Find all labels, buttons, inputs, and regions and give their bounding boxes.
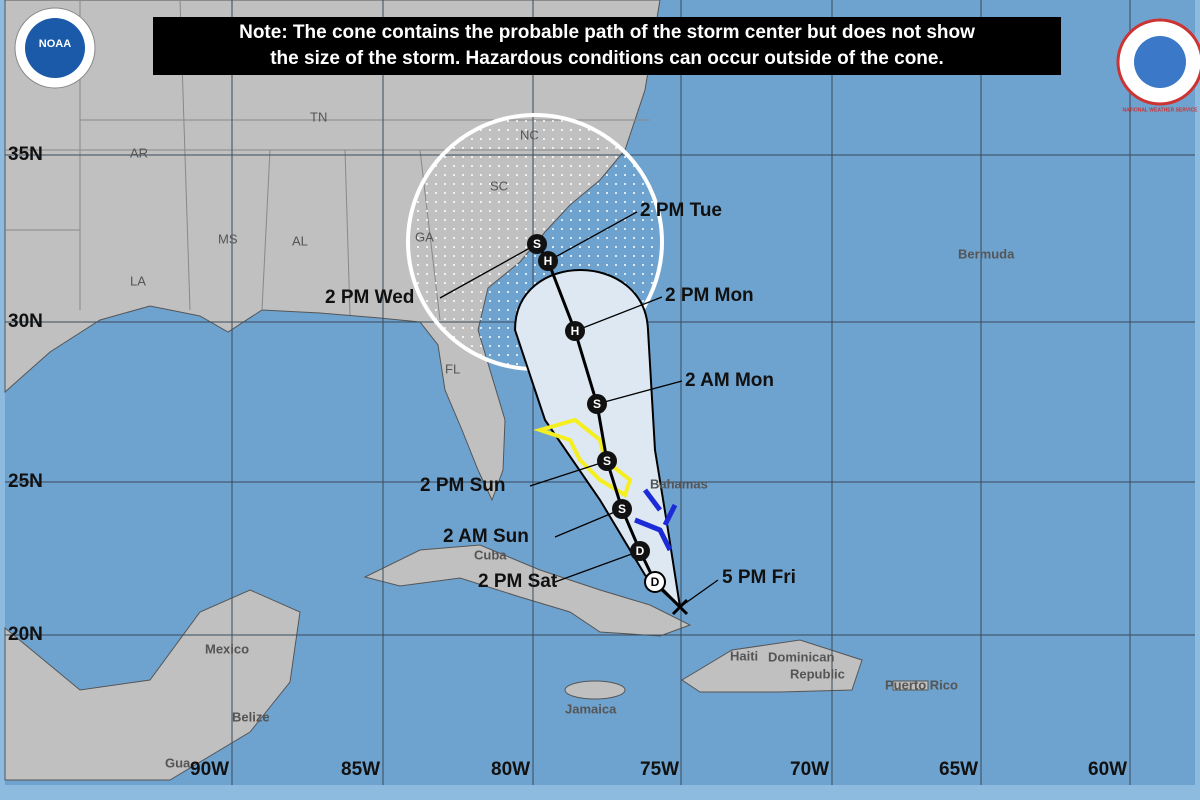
logo-text: NOAA [39, 38, 71, 50]
state-label: AL [292, 233, 308, 248]
place-label: Jamaica [565, 701, 617, 716]
state-label: SC [490, 178, 508, 193]
lat-label: 30N [8, 311, 43, 332]
state-label: AR [130, 145, 148, 160]
current-position [671, 598, 689, 616]
leader-lines [439, 211, 719, 608]
state-label: LA [130, 273, 146, 288]
state-label: GA [415, 229, 434, 244]
point-symbol: S [593, 397, 601, 411]
time-label: 2 PM Mon [665, 285, 754, 306]
note-box: Note: The cone contains the probable pat… [153, 17, 1061, 75]
place-label: Bahamas [650, 476, 708, 491]
lon-label: 75W [640, 759, 679, 780]
time-label: 2 PM Tue [640, 200, 722, 221]
lon-label: 90W [190, 759, 229, 780]
nws-logo: NATIONAL WEATHER SERVICE [1116, 18, 1200, 113]
state-label: NC [520, 127, 539, 142]
lon-label: 80W [491, 759, 530, 780]
state-label: FL [445, 361, 460, 376]
time-label: 2 PM Sun [420, 475, 506, 496]
point-symbol: D [651, 575, 660, 589]
lat-label: 25N [8, 471, 43, 492]
lon-label: 85W [341, 759, 380, 780]
point-symbol: S [533, 237, 541, 251]
geo-labels: AR TN NC SC MS AL GA LA FL Bermuda Baham… [130, 109, 1015, 770]
place-label: Dominican [768, 649, 835, 664]
place-label: Bermuda [958, 246, 1015, 261]
point-symbol: S [618, 502, 626, 516]
place-label: Puerto Rico [885, 677, 958, 692]
lat-label: 35N [8, 144, 43, 165]
noaa-logo: NOAA [14, 7, 96, 89]
place-label: Cuba [474, 547, 507, 562]
lat-label: 20N [8, 624, 43, 645]
note-line: the size of the storm. Hazardous conditi… [270, 48, 944, 69]
point-symbol: H [544, 254, 553, 268]
state-label: TN [310, 109, 327, 124]
axis-labels: 35N 30N 25N 20N 90W 85W 80W 75W 70W 65W … [8, 144, 1127, 780]
lon-label: 60W [1088, 759, 1127, 780]
lon-label: 65W [939, 759, 978, 780]
place-label: Belize [232, 709, 270, 724]
time-label: 2 AM Mon [685, 370, 774, 391]
time-label: 2 PM Wed [325, 287, 414, 308]
place-label: Mexico [205, 641, 249, 656]
time-label: 2 PM Sat [478, 571, 558, 592]
point-symbol: S [603, 454, 611, 468]
lon-label: 70W [790, 759, 829, 780]
time-label: 5 PM Fri [722, 567, 796, 588]
forecast-points: D D S S S H H S [527, 234, 689, 616]
place-label: Haiti [730, 648, 758, 663]
time-labels: 5 PM Fri 2 PM Sat 2 AM Sun 2 PM Sun 2 AM… [325, 200, 796, 592]
note-line: Note: The cone contains the probable pat… [239, 22, 975, 43]
warning [634, 488, 678, 552]
place-label: Republic [790, 666, 845, 681]
time-label: 2 AM Sun [443, 526, 529, 547]
state-label: MS [218, 231, 238, 246]
point-symbol: H [571, 324, 580, 338]
watch [533, 417, 633, 498]
place-label: Gua [165, 755, 191, 770]
logo-text: NATIONAL WEATHER SERVICE [1123, 107, 1199, 113]
point-symbol: D [636, 544, 645, 558]
